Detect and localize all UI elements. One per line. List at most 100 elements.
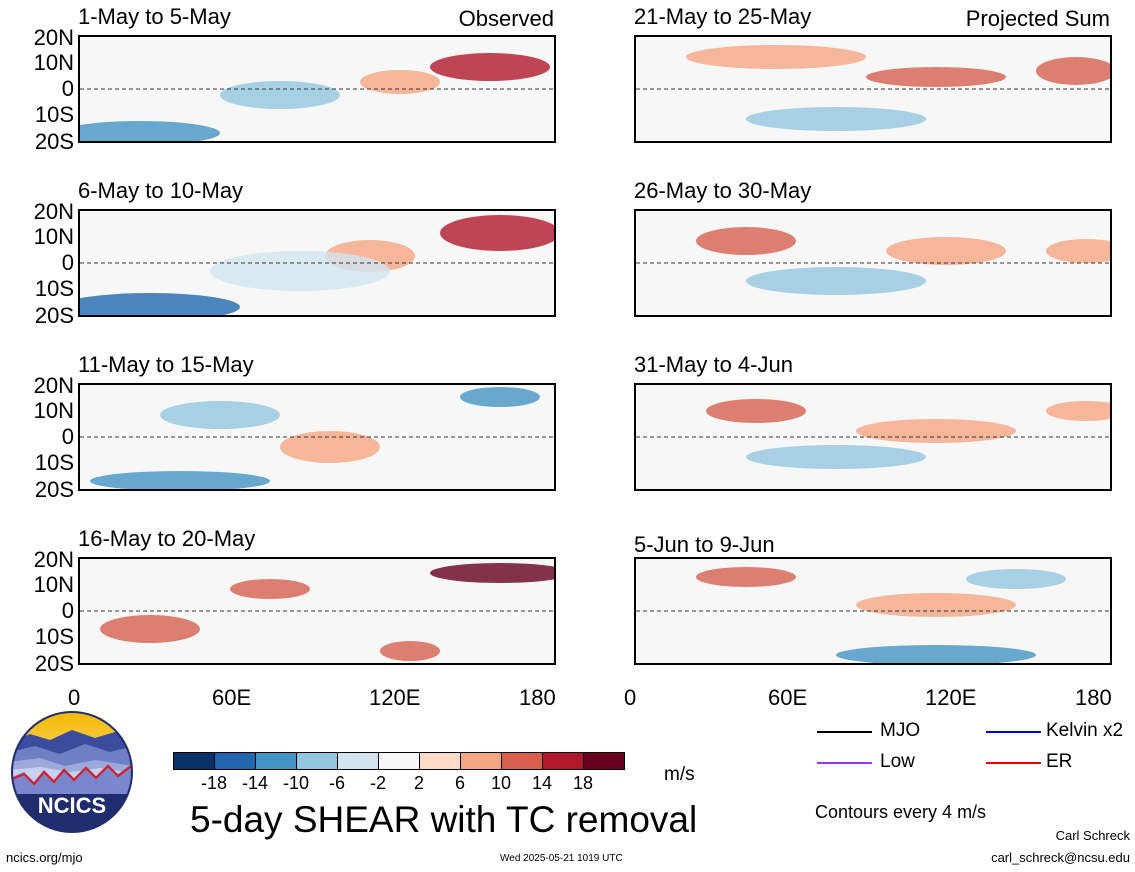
shear-anomaly-area [430, 563, 554, 583]
lon-label-120e-left: 120E [369, 685, 421, 710]
panel-title-6: 26-May to 30-May [634, 178, 812, 203]
panel-title-1: 1-May to 5-May [78, 4, 231, 29]
logo-text: NCICS [38, 793, 106, 818]
map-panel-7 [634, 383, 1112, 491]
lat-label: 10S [34, 102, 74, 127]
lat-label: 10N [33, 572, 74, 597]
lat-label: 20N [33, 373, 74, 398]
lon-label-180-left: 180 [519, 685, 556, 710]
map-panel-3 [78, 383, 556, 491]
shear-anomaly-area [966, 569, 1066, 589]
colorbar-swatch [378, 752, 420, 770]
legend-label-low: Low [880, 751, 915, 772]
lon-label-180-right: 180 [1075, 685, 1112, 710]
colorbar-swatch [501, 752, 543, 770]
shear-anomaly-area [100, 615, 200, 643]
colorbar-swatch [214, 752, 256, 770]
lat-label: 0 [61, 250, 74, 275]
legend-label-kelvin: Kelvin x2 [1046, 720, 1124, 741]
shear-anomaly-area [746, 267, 926, 295]
shear-anomaly-area [90, 471, 270, 489]
lat-label: 10N [33, 398, 74, 423]
colorbar-swatch [419, 752, 461, 770]
colorbar-tick-label: -18 [200, 773, 228, 793]
contours-note: Contours every 4 m/s [815, 802, 987, 822]
ncics-logo: NCICS [10, 710, 134, 834]
footer-url: ncics.org/mjo [6, 850, 83, 865]
map-panel-6 [634, 209, 1112, 317]
lat-label: 10S [34, 276, 74, 301]
legend-line-er [986, 762, 1041, 764]
colorbar-swatch [460, 752, 502, 770]
map-panel-2 [78, 209, 556, 317]
lat-label: 20N [33, 547, 74, 572]
lat-label: 20N [33, 25, 74, 50]
panel-title-2: 6-May to 10-May [78, 178, 244, 203]
colorbar-tick-label: 10 [490, 773, 512, 793]
shear-anomaly-area [1046, 239, 1110, 263]
legend-label-er: ER [1046, 751, 1073, 772]
observed-label: Observed [458, 6, 554, 31]
colorbar-swatch [255, 752, 297, 770]
panel-title-7: 31-May to 4-Jun [634, 352, 793, 377]
shear-anomaly-area [746, 107, 926, 131]
colorbar-tick-label: -2 [369, 773, 387, 793]
shear-anomaly-area [746, 445, 926, 469]
map-panel-1 [78, 35, 556, 143]
colorbar-tick-label: -14 [241, 773, 269, 793]
projected-sum-label: Projected Sum [965, 6, 1110, 31]
shear-anomaly-area [886, 237, 1006, 265]
lat-label: 10N [33, 224, 74, 249]
main-title: 5-day SHEAR with TC removal [190, 799, 698, 840]
shear-anomaly-area [380, 641, 440, 661]
shear-anomaly-area [220, 81, 340, 109]
colorbar-swatch [296, 752, 338, 770]
colorbar-units: m/s [664, 764, 695, 785]
lat-label: 20S [34, 477, 74, 502]
lon-label-0-right: 0 [624, 685, 637, 710]
shear-anomaly-area [430, 53, 550, 81]
colorbar-tick-label: 14 [531, 773, 553, 793]
shear-anomaly-area [836, 645, 1036, 663]
legend-label-mjo: MJO [880, 720, 921, 741]
shear-anomaly-area [160, 401, 280, 429]
shear-anomaly-area [1036, 57, 1110, 85]
shear-anomaly-area [1046, 401, 1110, 421]
map-panel-8 [634, 557, 1112, 665]
colorbar-tick-label: 2 [413, 773, 425, 793]
lat-label: 0 [61, 598, 74, 623]
shear-anomaly-area [866, 67, 1006, 87]
panel-title-4: 16-May to 20-May [78, 526, 256, 551]
panel-title-3: 11-May to 15-May [78, 352, 254, 377]
shear-anomaly-area [360, 70, 440, 94]
map-panel-4 [78, 557, 556, 665]
lon-label-60e-right: 60E [768, 685, 808, 710]
shear-anomaly-area [856, 593, 1016, 617]
lon-label-0-left: 0 [68, 685, 81, 710]
shear-anomaly-area [280, 431, 380, 463]
lat-label: 20S [34, 129, 74, 154]
colorbar-tick-label: 6 [454, 773, 466, 793]
lat-label: 20N [33, 199, 74, 224]
footer-author: Carl Schreck [1055, 828, 1130, 843]
panel-title-8: 5-Jun to 9-Jun [634, 532, 775, 557]
colorbar-tick-label: -10 [282, 773, 310, 793]
shear-anomaly-area [856, 419, 1016, 443]
lat-label: 10S [34, 624, 74, 649]
lon-label-60e-left: 60E [212, 685, 252, 710]
shear-anomaly-area [696, 227, 796, 255]
lat-label: 0 [61, 76, 74, 101]
lat-label: 20S [34, 303, 74, 328]
legend-line-mjo [817, 731, 872, 733]
colorbar-swatch [337, 752, 379, 770]
legend-line-low [817, 762, 872, 764]
lat-label: 0 [61, 424, 74, 449]
shear-anomaly-area [80, 121, 220, 141]
lat-label: 20S [34, 651, 74, 676]
lat-label: 10S [34, 450, 74, 475]
lat-label: 10N [33, 50, 74, 75]
legend-line-kelvin [986, 731, 1041, 733]
shear-anomaly-area [706, 399, 806, 423]
shear-anomaly-area [210, 251, 390, 291]
shear-anomaly-area [460, 387, 540, 407]
